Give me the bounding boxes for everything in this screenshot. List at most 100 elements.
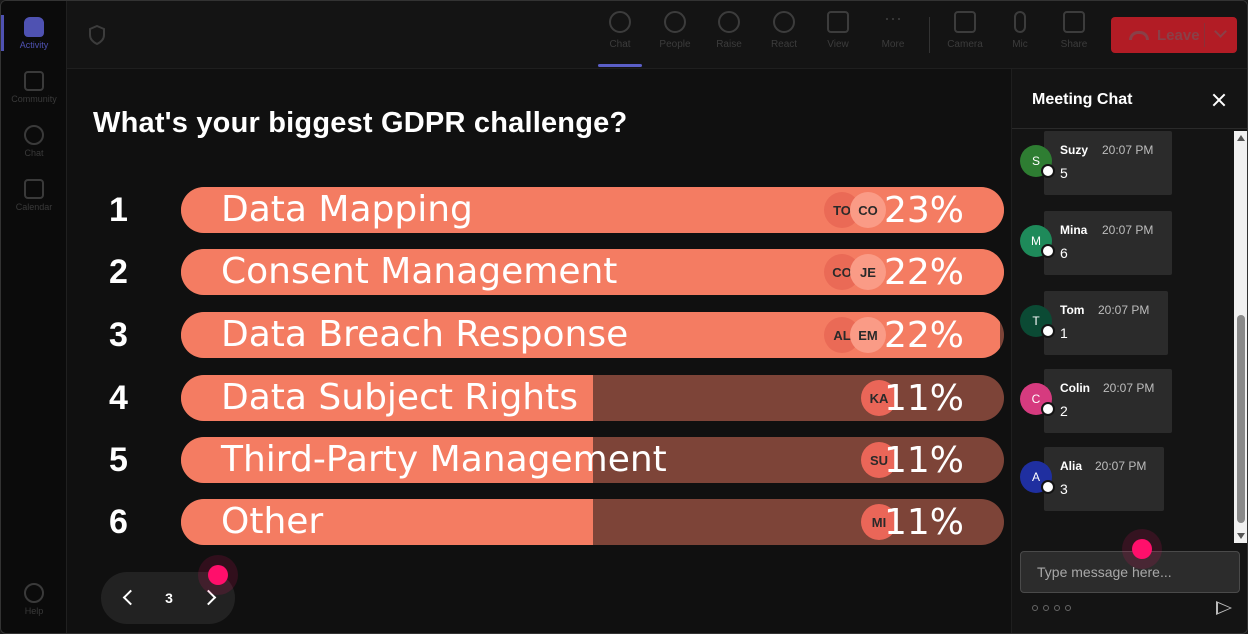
rail-item-help[interactable]: Help	[1, 573, 67, 625]
option-bar: Data Mapping TO CO 23%	[181, 187, 1004, 233]
toolbar-label: Camera	[947, 39, 983, 50]
leave-button[interactable]: Leave	[1111, 17, 1237, 53]
chat-title: Meeting Chat	[1032, 91, 1133, 108]
voter-avatar: CO	[850, 192, 886, 228]
toolbar-more-button[interactable]: ··· More	[868, 8, 918, 61]
rail-item-calendar[interactable]: Calendar	[1, 169, 67, 221]
poll-option-row: 6 Other MI 11%	[67, 499, 1011, 545]
toolbar-mic-button[interactable]: Mic	[995, 11, 1045, 61]
option-percent: 22%	[883, 315, 964, 356]
option-percent: 11%	[883, 378, 964, 419]
option-percent: 23%	[883, 190, 964, 231]
chat-icon	[24, 124, 44, 145]
chevron-down-icon[interactable]	[1214, 25, 1227, 38]
poll-option-row: 5 Third-Party Management SU 11%	[67, 437, 1011, 483]
message-text: 1	[1060, 325, 1068, 341]
option-bar: Data Subject Rights KA 11%	[181, 375, 1004, 421]
camera-off-icon	[954, 11, 976, 33]
option-number: 5	[109, 441, 128, 479]
chat-icon	[609, 11, 631, 33]
toolbar-label: People	[659, 39, 691, 50]
option-number: 1	[109, 191, 128, 229]
option-label: Other	[221, 501, 324, 542]
poll-option-row: 3 Data Breach Response AL EM 22%	[67, 312, 1011, 358]
option-bar-fill	[181, 499, 593, 545]
gif-icon[interactable]	[1065, 605, 1071, 611]
poll-stage: What's your biggest GDPR challenge? 1 Dat…	[67, 69, 1011, 633]
chat-message-list[interactable]: Suzy 20:07 PM 5 S Mina 20:07 PM 6 M Tom 20:07 PM 1…	[1012, 129, 1234, 543]
pointer-indicator	[208, 565, 228, 585]
app-rail: Activity Community Chat Calendar Help	[1, 1, 67, 633]
chevron-right-icon[interactable]	[200, 589, 217, 606]
message-time: 20:07 PM	[1095, 459, 1147, 473]
option-bar-fill	[181, 437, 593, 483]
sender-name: Tom	[1060, 303, 1085, 317]
option-number: 4	[109, 379, 128, 417]
rail-item-label: Help	[24, 605, 44, 616]
calendar-icon	[24, 178, 44, 199]
sender-name: Mina	[1060, 223, 1088, 237]
phone-hangup-icon	[1129, 30, 1149, 40]
chat-header: Meeting Chat	[1012, 69, 1247, 129]
format-icon[interactable]	[1032, 605, 1038, 611]
toolbar-people-button[interactable]: People	[650, 11, 700, 61]
scroll-thumb[interactable]	[1237, 315, 1245, 523]
poll-option-row: 2 Consent Management CO JE 22%	[67, 249, 1011, 295]
poll-option-row: 4 Data Subject Rights KA 11%	[67, 375, 1011, 421]
rail-item-label: Community	[11, 93, 57, 104]
rail-item-chat[interactable]: Chat	[1, 115, 67, 167]
more-icon: ···	[884, 8, 902, 28]
rail-item-community[interactable]: Community	[1, 61, 67, 113]
toolbar-label: Share	[1060, 39, 1088, 50]
chat-message-input[interactable]	[1021, 552, 1239, 592]
toolbar-divider	[929, 17, 930, 53]
rail-item-label: Activity	[19, 39, 49, 50]
voter-avatar: MI	[861, 504, 897, 540]
scroll-up-icon[interactable]	[1237, 135, 1245, 141]
page-number: 3	[165, 590, 173, 606]
people-icon	[664, 11, 686, 33]
scroll-down-icon[interactable]	[1237, 533, 1245, 539]
chevron-left-icon[interactable]	[122, 589, 139, 606]
toolbar-label: React	[770, 39, 798, 50]
chat-panel: Meeting Chat Suzy 20:07 PM 5 S Mina 20:07 PM 6…	[1011, 69, 1247, 633]
toolbar-share-button[interactable]: Share	[1049, 11, 1099, 61]
option-bar: Third-Party Management SU 11%	[181, 437, 1004, 483]
format-toolbar	[1032, 605, 1071, 611]
option-bar: Consent Management CO JE 22%	[181, 249, 1004, 295]
option-number: 6	[109, 503, 128, 541]
toolbar-label: Raise	[716, 39, 742, 50]
toolbar-camera-button[interactable]: Camera	[940, 11, 990, 61]
option-label: Consent Management	[221, 251, 618, 292]
option-bar: Other MI 11%	[181, 499, 1004, 545]
sender-name: Colin	[1060, 381, 1090, 395]
toolbar-view-button[interactable]: View	[813, 11, 863, 61]
chat-input-box[interactable]	[1020, 551, 1240, 593]
message-text: 2	[1060, 403, 1068, 419]
rail-item-label: Chat	[24, 147, 44, 158]
leave-divider	[1204, 23, 1205, 47]
sender-name: Alia	[1060, 459, 1083, 473]
toolbar-react-button[interactable]: React	[759, 11, 809, 61]
emoji-icon[interactable]	[1054, 605, 1060, 611]
toolbar-chat-button[interactable]: Chat	[595, 11, 645, 67]
avatar: C	[1020, 383, 1055, 416]
toolbar-raise-button[interactable]: Raise	[704, 11, 754, 61]
shield-icon[interactable]	[89, 25, 105, 45]
voter-avatar: SU	[861, 442, 897, 478]
message-text: 3	[1060, 481, 1068, 497]
meeting-toolbar: Chat People Raise React View ··· More Ca…	[67, 1, 1247, 69]
message-bubble: Mina 20:07 PM 6	[1044, 211, 1172, 275]
option-percent: 11%	[883, 502, 964, 543]
attach-icon[interactable]	[1043, 605, 1049, 611]
leave-label: Leave	[1157, 26, 1200, 44]
smiley-icon	[773, 11, 795, 33]
toolbar-label: Chat	[609, 39, 631, 50]
close-icon[interactable]	[1212, 93, 1226, 107]
rail-item-activity[interactable]: Activity	[1, 7, 67, 59]
chat-scrollbar[interactable]	[1234, 131, 1247, 543]
bell-icon	[24, 16, 44, 37]
avatar: M	[1020, 225, 1055, 258]
send-icon[interactable]	[1216, 601, 1232, 615]
